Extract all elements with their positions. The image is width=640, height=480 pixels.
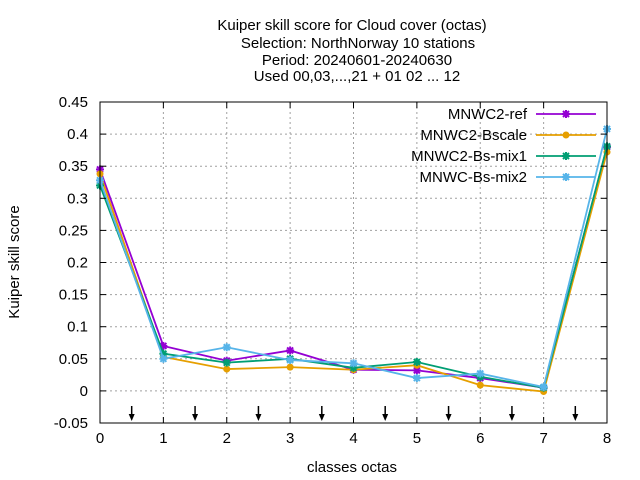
boundary-arrow-head: [192, 414, 199, 421]
boundary-arrow: [508, 406, 515, 421]
boundary-arrow-head: [128, 414, 135, 421]
data-point: [412, 358, 421, 367]
data-point-stroke: [349, 359, 358, 368]
y-tick-label: 0.25: [59, 222, 88, 239]
title-line-1: Kuiper skill score for Cloud cover (octa…: [217, 17, 486, 34]
tick-labels: -0.05 0 0.05 0.1 0.15 0.2 0.25 0.3 0.35 0.4 0.45 0 1…: [54, 94, 611, 447]
boundary-arrow-head: [382, 414, 389, 421]
y-tick-label: 0.2: [67, 255, 88, 272]
data-point: [562, 110, 570, 118]
data-point-stroke: [476, 369, 484, 378]
x-tick-label: 5: [413, 430, 421, 447]
data-point-stroke: [223, 358, 231, 367]
legend-label: MNWC2-ref: [448, 106, 528, 123]
data-point-stroke: [159, 355, 168, 363]
boundary-arrow-head: [318, 414, 325, 421]
y-tick-label: 0.15: [59, 287, 88, 304]
data-point: [539, 383, 548, 392]
x-tick-label: 4: [349, 430, 357, 447]
y-tick-label: 0: [80, 383, 88, 400]
x-tick-label: 7: [539, 430, 547, 447]
data-point: [412, 366, 421, 375]
title-line-3: Period: 20240601-20240630: [262, 52, 452, 69]
y-tick-label: 0.45: [59, 94, 88, 111]
class-boundary-arrows: [128, 406, 579, 421]
grid: [100, 102, 607, 423]
data-point: [223, 365, 231, 373]
data-point: [222, 358, 231, 367]
legend-entry: MNWC2-ref: [448, 106, 596, 123]
plot-frame: [99, 101, 608, 424]
data-point: [286, 356, 295, 365]
title-line-4: Used 00,03,...,21 + 01 02 ... 12: [254, 68, 460, 85]
data-point-stroke: [562, 173, 570, 181]
x-axis-label: classes octas: [307, 459, 397, 476]
x-tick-label: 3: [286, 430, 294, 447]
boundary-arrow: [128, 406, 135, 421]
data-point: [222, 343, 231, 352]
boundary-arrow: [192, 406, 199, 421]
data-point: [562, 173, 570, 181]
data-point-stroke: [562, 152, 570, 160]
data-point: [412, 374, 421, 383]
data-point: [562, 152, 570, 160]
y-tick-label: 0.1: [67, 319, 88, 336]
boundary-arrow-head: [572, 414, 579, 421]
data-point-stroke: [539, 383, 548, 391]
legend-entry: MNWC2-Bscale: [420, 127, 596, 144]
x-tick-label: 0: [96, 430, 104, 447]
legend-entry: MNWC-Bs-mix2: [420, 169, 596, 186]
y-tick-label: -0.05: [54, 415, 88, 432]
data-point-stroke: [286, 346, 294, 355]
series-mnwc2-bs-mix1: [96, 142, 611, 392]
legend-label: MNWC2-Bs-mix1: [411, 148, 527, 165]
data-point-stroke: [413, 374, 421, 382]
y-tick-label: 0.4: [67, 126, 88, 143]
data-point: [349, 359, 358, 368]
data-point-stroke: [223, 343, 231, 351]
data-point-stroke: [413, 366, 421, 375]
y-tick-label: 0.05: [59, 351, 88, 368]
x-tick-label: 6: [476, 430, 484, 447]
data-point-stroke: [413, 358, 421, 366]
data-point: [159, 354, 168, 363]
y-tick-label: 0.3: [67, 190, 88, 207]
x-tick-label: 1: [159, 430, 167, 447]
boundary-arrow: [382, 406, 389, 421]
boundary-arrow: [572, 406, 579, 421]
data-point-stroke: [286, 356, 294, 364]
title-line-2: Selection: NorthNorway 10 stations: [241, 35, 475, 52]
series-lines: [96, 124, 611, 396]
legend-entry: MNWC2-Bs-mix1: [411, 148, 596, 165]
y-axis-label: Kuiper skill score: [6, 205, 23, 318]
data-point: [476, 369, 485, 378]
boundary-arrow: [318, 406, 325, 421]
data-point: [476, 381, 484, 389]
chart-title: Kuiper skill score for Cloud cover (octa…: [217, 17, 486, 85]
data-point-stroke: [562, 110, 570, 118]
legend-label: MNWC2-Bscale: [420, 127, 527, 144]
boundary-arrow-head: [445, 414, 452, 421]
y-tick-label: 0.35: [59, 158, 88, 175]
boundary-arrow-head: [508, 414, 515, 421]
legend: MNWC2-ref MNWC2-Bscale MNWC2-Bs-mix1 MNWC-B…: [411, 106, 596, 186]
x-tick-label: 8: [603, 430, 611, 447]
boundary-arrow-head: [255, 414, 262, 421]
boundary-arrow: [255, 406, 262, 421]
data-point: [286, 346, 295, 355]
series-mnwc-bs-mix2: [96, 124, 611, 392]
legend-label: MNWC-Bs-mix2: [420, 169, 527, 186]
boundary-arrow: [445, 406, 452, 421]
data-point: [562, 131, 570, 139]
x-tick-label: 2: [223, 430, 231, 447]
plot-border: [99, 101, 608, 424]
data-point: [286, 363, 294, 371]
